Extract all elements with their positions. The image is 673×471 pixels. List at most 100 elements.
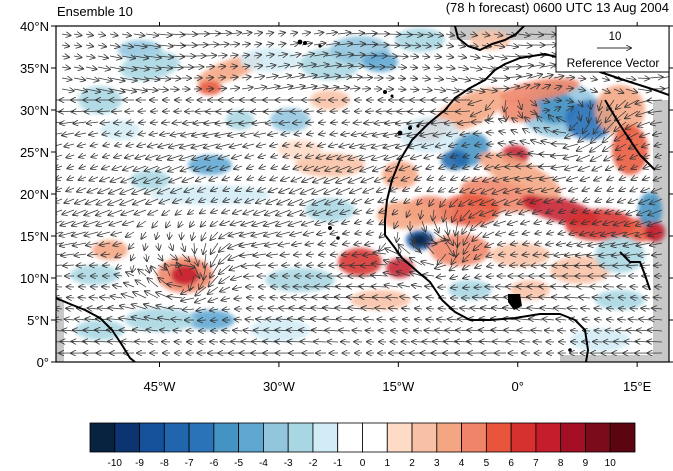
wind-vector	[487, 132, 495, 133]
wind-vector	[156, 231, 158, 239]
wind-vector	[393, 210, 398, 215]
wind-vector	[169, 34, 185, 35]
wind-vector	[427, 177, 435, 180]
wind-vector	[577, 143, 591, 151]
wind-vector	[241, 77, 251, 78]
wind-vector	[159, 199, 171, 203]
wind-vector	[301, 43, 312, 45]
wind-vector	[553, 100, 561, 101]
wind-vector	[150, 133, 159, 135]
wind-vector	[253, 66, 262, 67]
wind-vector	[79, 177, 87, 180]
reference-vector-box: 10 Reference Vector	[555, 25, 670, 73]
wind-vector	[355, 232, 363, 234]
wind-vector	[245, 199, 255, 203]
wind-vector	[289, 43, 298, 45]
wind-vector	[126, 144, 135, 146]
wind-vector	[569, 188, 579, 191]
wind-vector	[364, 122, 375, 123]
colorbar-label: -6	[209, 458, 218, 469]
wind-vector	[424, 155, 435, 158]
wind-vector	[391, 199, 399, 202]
wind-vector	[277, 75, 291, 78]
wind-vector	[597, 110, 603, 123]
wind-vector	[145, 45, 160, 47]
wind-vector	[277, 198, 291, 204]
lon-label: 0°	[512, 379, 524, 394]
wind-vector	[438, 155, 447, 158]
wind-vector	[607, 99, 615, 110]
wind-vector	[534, 128, 543, 134]
wind-vector	[331, 243, 339, 244]
wind-vector	[109, 187, 123, 194]
anomaly-blob	[198, 81, 222, 95]
wind-vector	[580, 232, 591, 235]
wind-vector	[559, 221, 567, 223]
wind-vector	[325, 54, 340, 56]
wind-vector	[616, 210, 627, 214]
wind-vector	[416, 188, 423, 191]
wind-vector	[486, 99, 495, 110]
wind-vector	[361, 66, 374, 67]
wind-vector	[241, 55, 249, 56]
colorbar-label: -3	[284, 458, 293, 469]
wind-vector	[349, 66, 363, 67]
wind-vector	[121, 67, 136, 70]
wind-vector	[493, 88, 509, 89]
wind-vector	[397, 154, 411, 159]
wind-vector	[588, 110, 590, 122]
wind-vector	[349, 44, 365, 45]
wind-vector	[112, 111, 123, 112]
wind-vector	[264, 111, 279, 112]
wind-vector	[289, 75, 304, 78]
wind-vector	[361, 44, 377, 45]
wind-vector	[229, 44, 239, 45]
anomaly-blob	[226, 110, 254, 130]
wind-vector	[121, 176, 135, 182]
wind-vector	[295, 144, 303, 146]
lat-label: 5°N	[27, 313, 49, 328]
wind-vector	[457, 67, 468, 69]
wind-vector	[97, 78, 112, 81]
wind-vector	[78, 144, 87, 146]
wind-vector	[256, 199, 267, 203]
wind-vector	[504, 99, 506, 111]
wind-vector	[271, 166, 279, 169]
wind-vector	[277, 65, 289, 67]
reference-vector-magnitude: 10	[609, 31, 622, 43]
wind-vector	[496, 232, 507, 235]
wind-vector	[166, 220, 170, 227]
wind-vector	[182, 242, 185, 251]
wind-vector	[409, 45, 420, 46]
wind-vector	[390, 188, 399, 191]
wind-vector	[583, 199, 591, 202]
wind-vector	[318, 111, 327, 112]
wind-vector	[626, 121, 639, 129]
wind-vector	[458, 122, 471, 124]
wind-vector	[97, 45, 106, 47]
wind-vector	[245, 155, 255, 158]
anomaly-blob	[350, 290, 410, 310]
wind-vector	[223, 177, 231, 180]
wind-vector	[535, 232, 543, 234]
plot-area	[56, 26, 669, 362]
wind-vector	[337, 88, 349, 89]
wind-vector	[257, 144, 267, 146]
wind-vector	[217, 77, 225, 78]
wind-vector	[529, 84, 539, 89]
wind-vector	[184, 188, 195, 192]
wind-vector	[157, 78, 170, 79]
wind-vector	[631, 177, 639, 180]
wind-vector	[100, 243, 111, 245]
wind-vector	[133, 34, 144, 36]
wind-vector	[98, 111, 111, 112]
wind-vector	[144, 242, 146, 250]
wind-vector	[607, 177, 615, 180]
wind-vector	[109, 220, 123, 225]
wind-vector	[307, 144, 315, 146]
wind-vector	[152, 220, 159, 228]
wind-vector	[126, 231, 135, 237]
wind-vector	[337, 54, 353, 56]
wind-vector	[343, 232, 351, 234]
wind-vector	[127, 122, 135, 123]
